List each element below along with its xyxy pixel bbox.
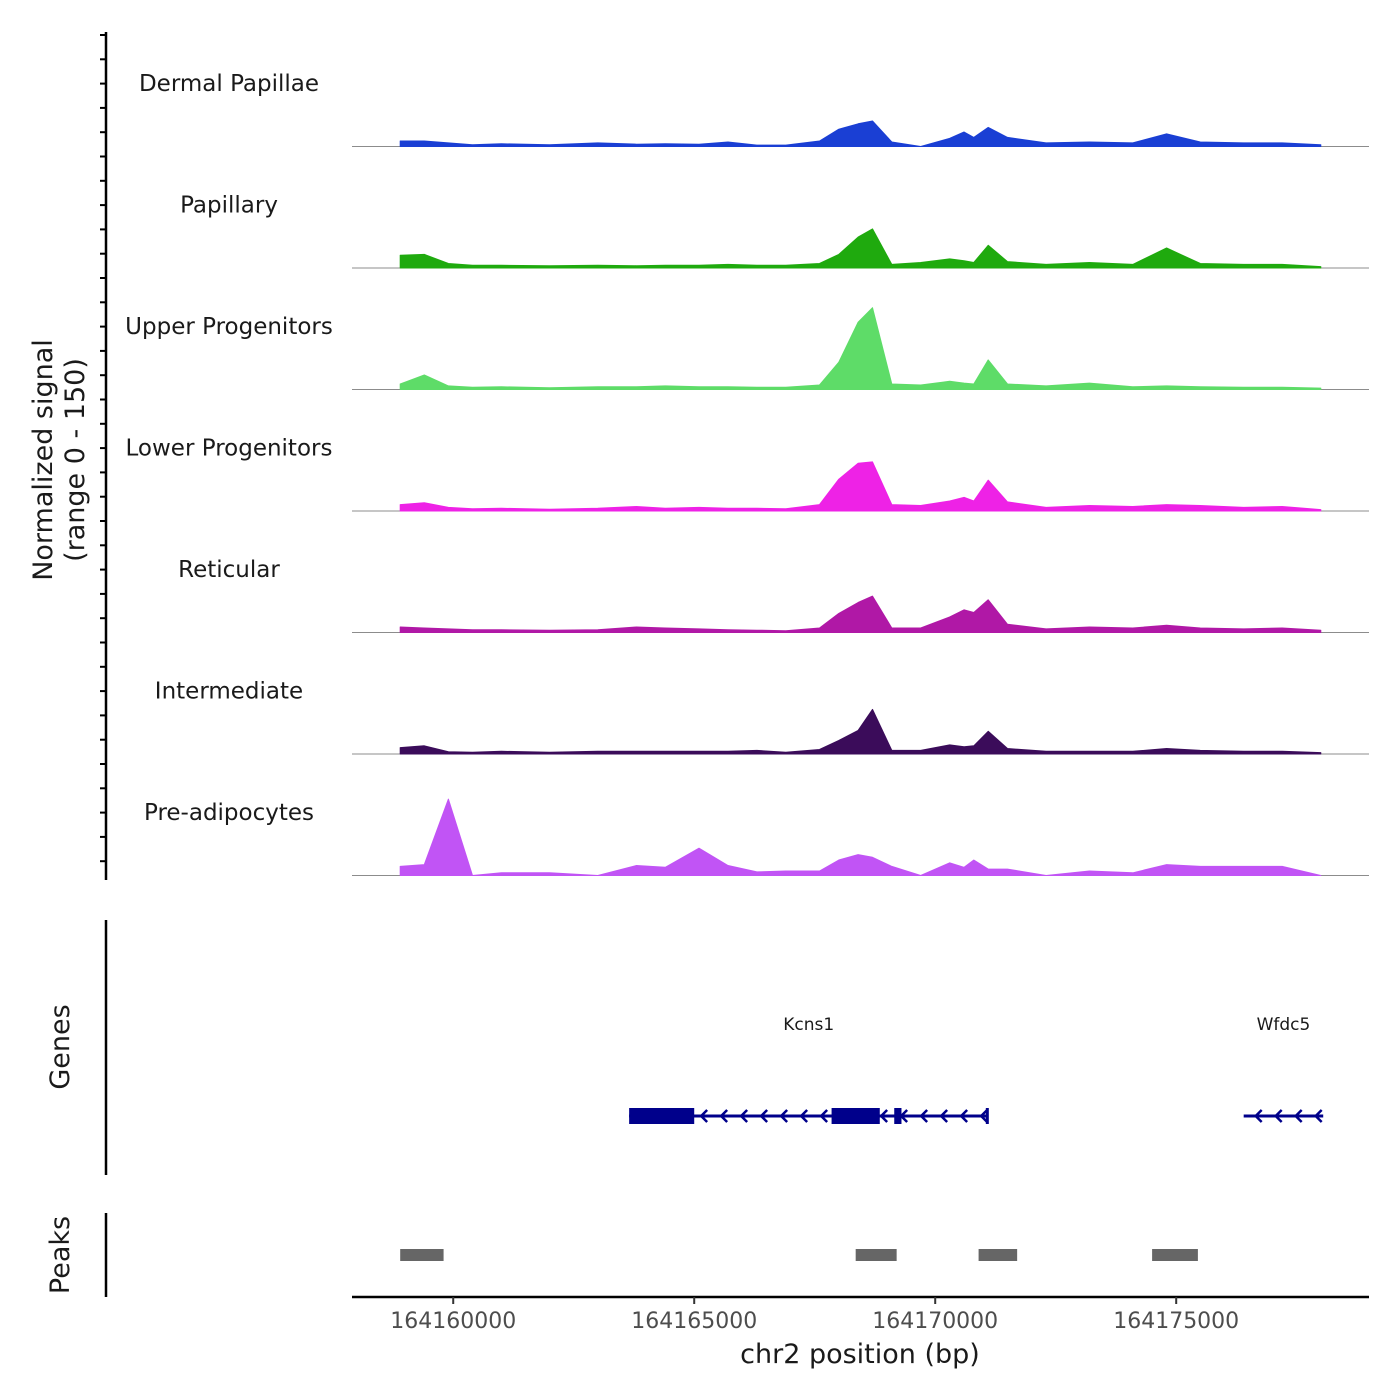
signal-area [399,120,1322,147]
y-axis-title: Normalized signal [28,339,59,581]
y-axis-ticks [100,34,106,863]
track-label: Reticular [178,557,280,583]
gene-label: Wfdc5 [1257,1015,1311,1035]
gene-exon [894,1108,902,1124]
peaks-panel-title: Peaks [45,1216,76,1294]
strand-arrow [1273,1109,1283,1123]
signal-track: Papillary [180,193,1369,269]
x-tick-label: 164175000 [1113,1309,1239,1334]
signal-track: Reticular [178,557,1369,633]
strand-arrow [919,1109,929,1123]
signal-track: Dermal Papillae [139,71,1369,147]
track-label: Upper Progenitors [125,314,333,340]
signal-tracks: Dermal Papillae Papillary Upper Progenitor… [125,71,1369,876]
peak-bar [400,1249,444,1261]
track-label: Lower Progenitors [126,436,333,462]
x-axis-title: chr2 position (bp) [740,1339,980,1370]
x-axis-ticks: 164160000 164165000 164170000 164175000 [390,1297,1239,1334]
strand-arrow [979,1109,989,1123]
x-tick-label: 164165000 [631,1309,757,1334]
signal-area [399,228,1322,269]
strand-arrow [739,1109,749,1123]
track-label: Dermal Papillae [139,71,319,97]
gene-model: Kcns1 [629,1015,989,1124]
strand-arrow [819,1109,829,1123]
strand-arrow [759,1109,769,1123]
strand-arrow [779,1109,789,1123]
signal-track: Pre-adipocytes [144,798,1369,876]
signal-area [399,461,1322,512]
peak-bars [400,1249,1198,1261]
gene-model: Wfdc5 [1243,1015,1324,1123]
gene-exon [985,1108,989,1124]
x-tick-label: 164170000 [872,1309,998,1334]
signal-track: Upper Progenitors [125,307,1369,390]
strand-arrow [879,1109,889,1123]
gene-exon [629,1108,695,1124]
gene-exon [831,1108,880,1124]
y-axis: Normalized signal (range 0 - 150) [28,32,108,880]
peak-bar [855,1249,897,1261]
peaks-panel: Peaks [45,1213,1198,1297]
signal-track: Lower Progenitors [126,436,1369,512]
gene-label: Kcns1 [783,1015,834,1035]
genes-panel: Genes Kcns1 Wfdc5 [45,920,1324,1175]
strand-arrow [1253,1109,1263,1123]
strand-arrow [1293,1109,1303,1123]
strand-arrow [719,1109,729,1123]
strand-arrow [799,1109,809,1123]
signal-area [399,708,1322,755]
genes-panel-title: Genes [45,1004,76,1089]
track-label: Papillary [180,193,278,219]
strand-arrow [939,1109,949,1123]
x-axis: 164160000 164165000 164170000 164175000 chr… [352,1295,1369,1370]
signal-area [399,595,1322,633]
y-axis-subtitle: (range 0 - 150) [60,358,91,562]
x-tick-label: 164160000 [390,1309,516,1334]
track-label: Intermediate [155,679,303,705]
strand-arrow [959,1109,969,1123]
strand-arrow [699,1109,709,1123]
gene-models: Kcns1 Wfdc5 [629,1015,1324,1124]
peak-bar [1152,1249,1198,1261]
peak-bar [978,1249,1018,1261]
track-label: Pre-adipocytes [144,800,314,826]
signal-area [399,307,1322,390]
signal-area [399,798,1322,876]
signal-track: Intermediate [155,679,1369,755]
strand-arrow [1313,1109,1323,1123]
